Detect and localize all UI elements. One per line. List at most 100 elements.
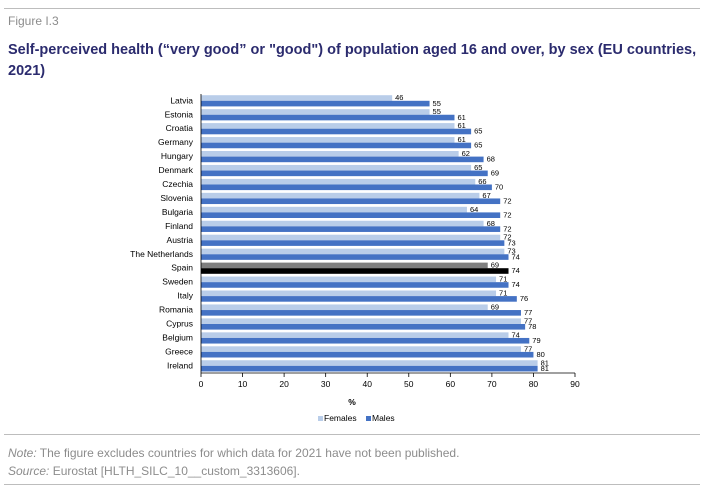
bar-females-denmark bbox=[201, 164, 472, 171]
bar-females-cyprus bbox=[201, 318, 521, 324]
value-label-males-sweden: 74 bbox=[512, 280, 520, 289]
value-label-males-austria: 73 bbox=[507, 238, 515, 247]
value-label-females-czechia: 66 bbox=[478, 177, 486, 186]
value-label-males-czechia: 70 bbox=[495, 183, 503, 192]
value-label-males-belgium: 79 bbox=[532, 336, 540, 345]
value-label-females-slovenia: 67 bbox=[482, 191, 490, 200]
value-label-males-italy: 76 bbox=[520, 294, 528, 303]
bar-males-spain bbox=[201, 268, 509, 274]
value-label-males-slovenia: 72 bbox=[503, 196, 511, 205]
value-label-males-spain: 74 bbox=[512, 266, 520, 275]
bar-males-the-netherlands bbox=[201, 254, 509, 260]
bar-males-czechia bbox=[201, 184, 492, 191]
bar-females-latvia bbox=[201, 95, 393, 101]
x-tick-label-10: 10 bbox=[238, 379, 248, 389]
category-label-romania: Romania bbox=[159, 305, 193, 315]
category-label-the-netherlands: The Netherlands bbox=[130, 249, 193, 259]
bar-males-denmark bbox=[201, 170, 488, 177]
bar-males-cyprus bbox=[201, 324, 526, 330]
bar-males-sweden bbox=[201, 282, 509, 288]
value-label-males-estonia: 61 bbox=[457, 113, 465, 122]
category-label-germany: Germany bbox=[158, 137, 194, 147]
category-label-spain: Spain bbox=[171, 263, 193, 273]
bar-females-germany bbox=[201, 137, 455, 143]
value-label-females-belgium: 74 bbox=[512, 330, 520, 339]
bar-females-finland bbox=[201, 220, 484, 227]
legend-label-females: Females bbox=[324, 413, 357, 423]
bar-males-finland bbox=[201, 226, 501, 232]
bar-males-latvia bbox=[201, 100, 430, 107]
value-label-males-ireland: 81 bbox=[541, 364, 549, 373]
legend: Females Males bbox=[318, 413, 395, 423]
category-label-austria: Austria bbox=[167, 235, 194, 245]
legend-swatch-females bbox=[318, 416, 323, 421]
value-label-males-denmark: 69 bbox=[491, 169, 499, 178]
value-label-males-latvia: 55 bbox=[433, 99, 441, 108]
x-tick-label-0: 0 bbox=[199, 379, 204, 389]
source-line: Source: Eurostat [HLTH_SILC_10__custom_3… bbox=[8, 462, 459, 480]
category-label-bulgaria: Bulgaria bbox=[162, 207, 193, 217]
category-label-estonia: Estonia bbox=[165, 109, 194, 119]
value-label-males-finland: 72 bbox=[503, 224, 511, 233]
bar-females-greece bbox=[201, 346, 521, 352]
value-label-males-romania: 77 bbox=[524, 308, 532, 317]
bar-males-slovenia bbox=[201, 198, 501, 205]
x-axis: 0 10 20 30 40 50 60 70 80 90 bbox=[199, 94, 580, 389]
bar-females-ireland bbox=[201, 360, 538, 366]
value-label-males-bulgaria: 72 bbox=[503, 210, 511, 219]
bar-males-bulgaria bbox=[201, 212, 501, 218]
value-label-females-spain: 69 bbox=[491, 261, 499, 270]
value-label-females-austria: 72 bbox=[503, 233, 511, 242]
bar-males-romania bbox=[201, 310, 521, 316]
value-label-females-germany: 61 bbox=[457, 135, 465, 144]
value-label-females-italy: 71 bbox=[499, 289, 507, 298]
x-tick-label-90: 90 bbox=[570, 379, 580, 389]
category-label-slovenia: Slovenia bbox=[160, 193, 193, 203]
bar-females-estonia bbox=[201, 109, 430, 115]
bar-females-austria bbox=[201, 234, 501, 241]
x-tick-label-70: 70 bbox=[487, 379, 497, 389]
value-label-females-finland: 68 bbox=[487, 219, 495, 228]
category-label-croatia: Croatia bbox=[166, 123, 194, 133]
note-text: The figure excludes countries for which … bbox=[36, 446, 460, 460]
category-label-italy: Italy bbox=[177, 291, 193, 301]
x-tick-label-80: 80 bbox=[529, 379, 539, 389]
bar-females-romania bbox=[201, 304, 488, 311]
bar-females-spain bbox=[201, 262, 488, 269]
category-label-denmark: Denmark bbox=[159, 165, 194, 175]
value-label-females-romania: 69 bbox=[491, 302, 499, 311]
bar-females-croatia bbox=[201, 123, 455, 129]
x-axis-label: % bbox=[348, 397, 356, 407]
bar-females-bulgaria bbox=[201, 206, 467, 213]
legend-swatch-males bbox=[366, 416, 371, 421]
bottom-rule bbox=[4, 434, 700, 435]
footer-rule bbox=[4, 484, 700, 485]
value-label-males-hungary: 68 bbox=[487, 155, 495, 164]
bar-males-greece bbox=[201, 351, 534, 358]
x-tick-label-30: 30 bbox=[321, 379, 331, 389]
category-label-latvia: Latvia bbox=[170, 95, 193, 105]
value-label-males-germany: 65 bbox=[474, 141, 482, 150]
bar-females-czechia bbox=[201, 178, 476, 185]
bar-females-italy bbox=[201, 290, 497, 297]
value-label-females-greece: 77 bbox=[524, 344, 532, 353]
category-label-cyprus: Cyprus bbox=[166, 319, 193, 329]
bar-females-sweden bbox=[201, 276, 497, 283]
value-label-females-cyprus: 77 bbox=[524, 316, 532, 325]
value-label-females-sweden: 71 bbox=[499, 275, 507, 284]
bar-males-belgium bbox=[201, 337, 530, 344]
category-label-belgium: Belgium bbox=[162, 332, 193, 342]
bar-males-ireland bbox=[201, 365, 538, 372]
value-label-females-hungary: 62 bbox=[462, 149, 470, 158]
value-label-females-ireland: 81 bbox=[541, 358, 549, 367]
value-label-males-the-netherlands: 74 bbox=[512, 252, 520, 261]
category-label-hungary: Hungary bbox=[161, 151, 194, 161]
x-tick-label-20: 20 bbox=[279, 379, 289, 389]
category-label-ireland: Ireland bbox=[167, 360, 193, 370]
bar-females-the-netherlands bbox=[201, 248, 505, 255]
value-label-females-the-netherlands: 73 bbox=[507, 247, 515, 256]
chart-title: Self-perceived health (“very good” or "g… bbox=[8, 42, 697, 79]
value-labels-group: 4655556161656165626865696670677264726872… bbox=[395, 93, 549, 373]
value-label-females-bulgaria: 64 bbox=[470, 205, 478, 214]
